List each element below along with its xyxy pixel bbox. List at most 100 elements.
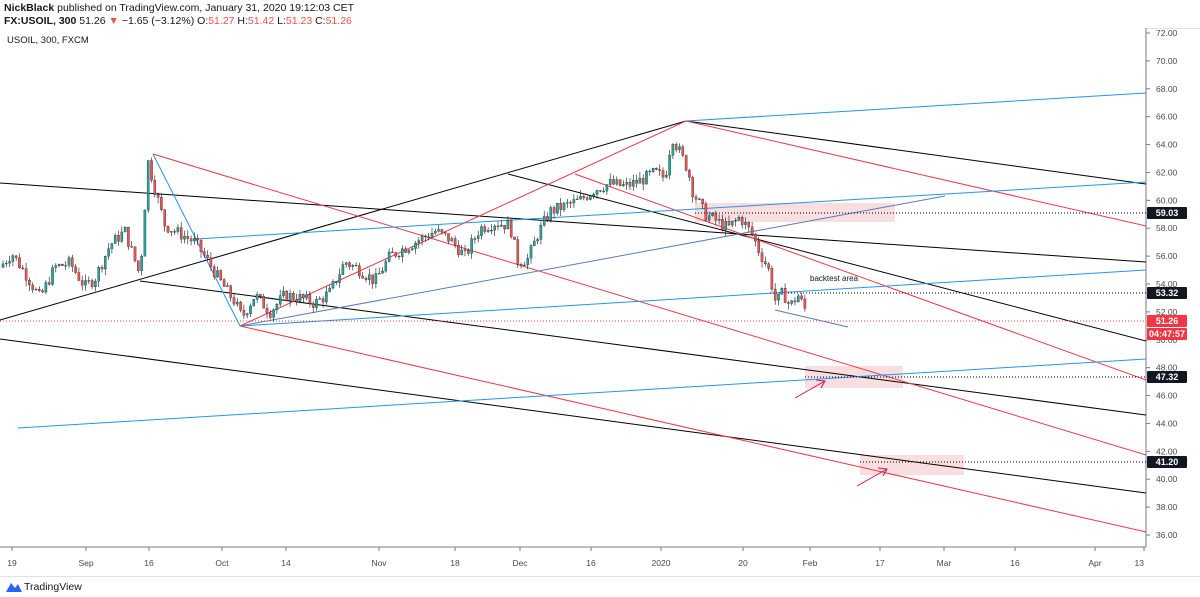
arrow-1[interactable] — [794, 379, 826, 399]
author-name[interactable]: NickBlack — [4, 2, 55, 14]
candle — [655, 167, 658, 171]
candle — [31, 282, 34, 294]
candle — [460, 245, 463, 256]
time-axis[interactable]: 19 Sep 16 Oct 14 Nov 18 Dec 16 2020 20 Feb 17 Mar 16 Ap… — [7, 547, 1145, 568]
blue-trendline-lower[interactable] — [17, 358, 1147, 429]
annotation-backtest-area[interactable]: backtest area — [810, 274, 859, 283]
black-pitchfork-handle[interactable] — [0, 120, 687, 321]
y-tick-label: 42.00 — [1156, 446, 1178, 456]
candle — [166, 225, 170, 234]
candle — [628, 178, 632, 190]
tradingview-brand[interactable]: TradingView — [24, 581, 82, 593]
projection-line[interactable] — [774, 309, 849, 328]
x-tick-label: 16 — [1010, 558, 1020, 568]
candle — [783, 283, 787, 303]
candle — [434, 228, 437, 235]
high-label: H: — [237, 15, 248, 27]
y-tick-label: 36.00 — [1156, 530, 1178, 540]
candle — [295, 293, 298, 306]
candle — [242, 304, 246, 319]
red-channel-upper[interactable] — [152, 153, 1147, 456]
candle — [249, 303, 252, 317]
x-tick-label: 18 — [450, 558, 460, 568]
price-label-text: 47.32 — [1156, 372, 1179, 382]
candle — [717, 214, 721, 225]
chart-header: NickBlack published on TradingView.com, … — [0, 0, 1200, 29]
candle — [414, 241, 417, 254]
candle — [183, 230, 186, 244]
high-value: 51.42 — [247, 15, 275, 27]
candle — [308, 291, 312, 308]
tradingview-logo-icon[interactable] — [6, 581, 22, 593]
candle — [539, 221, 543, 245]
candle — [437, 225, 440, 233]
price-label-badge[interactable]: 47.32 — [1147, 371, 1187, 383]
red-channel-top[interactable] — [685, 120, 1147, 227]
candle — [77, 267, 81, 282]
target-zone-2[interactable] — [860, 455, 964, 475]
price-chart[interactable]: backtest area USOIL, 300, FXCM 72.00 70.0… — [0, 28, 1200, 576]
candle — [203, 247, 206, 258]
candle — [556, 202, 559, 216]
candle — [632, 174, 635, 191]
candle — [737, 215, 741, 222]
y-tick-label: 56.00 — [1156, 251, 1178, 261]
candle — [790, 300, 793, 306]
black-channel-bottom[interactable] — [0, 338, 1147, 494]
blue-trendline-mid[interactable] — [239, 269, 1147, 327]
candle — [397, 254, 401, 260]
candle — [526, 253, 529, 270]
black-channel-upper[interactable] — [685, 120, 1147, 185]
candle — [797, 294, 800, 303]
red-channel-lower[interactable] — [239, 325, 1147, 533]
blue-grey-median[interactable] — [239, 195, 946, 327]
candle — [440, 228, 444, 235]
price-label-badge[interactable]: 53.32 — [1147, 287, 1187, 299]
candle — [572, 194, 576, 208]
price-label-text: 51.26 — [1156, 316, 1179, 326]
candle — [625, 177, 628, 190]
candle — [506, 216, 510, 230]
candle — [757, 236, 760, 257]
candle — [57, 263, 61, 268]
candle — [133, 246, 137, 263]
price-label-badge[interactable]: 04:47:57 — [1147, 328, 1187, 340]
candle — [18, 253, 21, 269]
candle — [186, 230, 190, 245]
candle — [608, 173, 612, 188]
candle — [711, 212, 714, 217]
blue-trendline-upper[interactable] — [195, 181, 1147, 240]
price-label-badge[interactable]: 51.26 — [1147, 315, 1187, 327]
candle — [721, 214, 724, 232]
price-label-badge[interactable]: 41.20 — [1147, 456, 1187, 468]
y-tick-label: 62.00 — [1156, 167, 1178, 177]
candle — [519, 262, 523, 269]
candle — [28, 277, 31, 291]
price-label-badge[interactable]: 59.03 — [1147, 207, 1187, 219]
price-labels: 59.03 53.32 51.26 04:47:57 47.32 41.20 — [1147, 207, 1187, 468]
candle — [269, 309, 272, 320]
candle — [229, 284, 232, 302]
candle — [236, 298, 239, 307]
candle — [252, 299, 256, 307]
arrow-2[interactable] — [856, 467, 888, 487]
y-tick-label: 58.00 — [1156, 223, 1178, 233]
y-tick-label: 72.00 — [1156, 28, 1178, 38]
black-channel-mid[interactable] — [507, 173, 1147, 342]
candle — [773, 283, 777, 305]
low-value: 51.23 — [285, 15, 313, 27]
price-axis[interactable]: 72.00 70.00 68.00 66.00 64.00 62.00 60.00 58.00… — [1146, 28, 1178, 540]
candle — [457, 240, 460, 258]
red-median-line[interactable] — [574, 173, 1147, 381]
blue-trendline-top[interactable] — [685, 92, 1147, 122]
plot-area[interactable] — [0, 28, 1146, 547]
candle — [216, 266, 219, 278]
candle — [562, 201, 566, 213]
candle — [764, 256, 767, 267]
candle — [777, 293, 780, 306]
black-channel-lower[interactable] — [139, 280, 1147, 416]
red-pitchfork-handle[interactable] — [239, 120, 687, 327]
x-tick-label: 17 — [875, 558, 885, 568]
candle — [483, 223, 487, 234]
black-median-line[interactable] — [0, 182, 1147, 263]
